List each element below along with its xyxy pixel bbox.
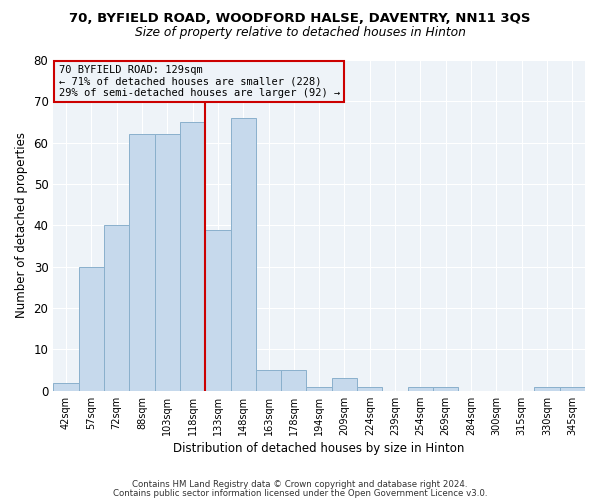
Bar [256,370,281,391]
Bar [433,386,458,391]
Bar [155,134,180,391]
Bar [560,386,585,391]
Text: 70 BYFIELD ROAD: 129sqm
← 71% of detached houses are smaller (228)
29% of semi-d: 70 BYFIELD ROAD: 129sqm ← 71% of detache… [59,65,340,98]
Bar [205,230,230,391]
Bar [332,378,357,391]
Bar [180,122,205,391]
Bar [230,118,256,391]
Text: Contains public sector information licensed under the Open Government Licence v3: Contains public sector information licen… [113,489,487,498]
Bar [281,370,307,391]
Y-axis label: Number of detached properties: Number of detached properties [15,132,28,318]
Bar [408,386,433,391]
Bar [79,267,104,391]
Text: Contains HM Land Registry data © Crown copyright and database right 2024.: Contains HM Land Registry data © Crown c… [132,480,468,489]
Bar [535,386,560,391]
Bar [357,386,382,391]
Bar [53,382,79,391]
X-axis label: Distribution of detached houses by size in Hinton: Distribution of detached houses by size … [173,442,465,455]
Bar [307,386,332,391]
Bar [129,134,155,391]
Text: 70, BYFIELD ROAD, WOODFORD HALSE, DAVENTRY, NN11 3QS: 70, BYFIELD ROAD, WOODFORD HALSE, DAVENT… [69,12,531,26]
Text: Size of property relative to detached houses in Hinton: Size of property relative to detached ho… [134,26,466,39]
Bar [104,226,129,391]
